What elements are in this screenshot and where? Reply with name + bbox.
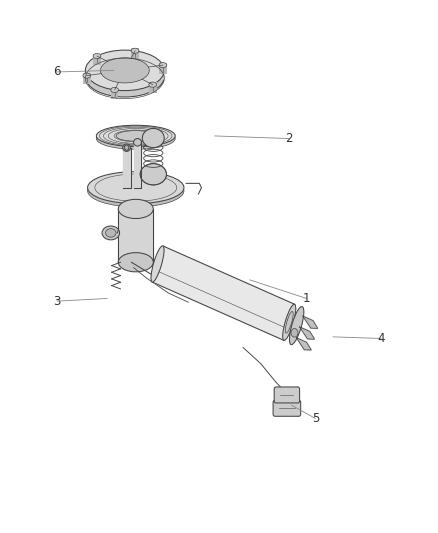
Ellipse shape (85, 56, 164, 97)
Ellipse shape (118, 253, 153, 272)
Ellipse shape (93, 53, 101, 59)
Polygon shape (300, 327, 314, 339)
Polygon shape (118, 209, 153, 262)
Polygon shape (152, 246, 295, 341)
Polygon shape (134, 142, 141, 188)
Ellipse shape (124, 145, 129, 150)
Polygon shape (303, 316, 318, 328)
Ellipse shape (96, 128, 175, 149)
Polygon shape (85, 70, 88, 77)
Text: 4: 4 (377, 332, 385, 345)
FancyBboxPatch shape (273, 400, 301, 416)
Ellipse shape (118, 199, 153, 219)
Polygon shape (123, 148, 131, 188)
FancyBboxPatch shape (274, 387, 300, 403)
Ellipse shape (291, 328, 298, 337)
Ellipse shape (283, 304, 296, 341)
Ellipse shape (159, 62, 167, 68)
Ellipse shape (123, 144, 131, 151)
Ellipse shape (96, 125, 175, 147)
Ellipse shape (149, 82, 156, 87)
Ellipse shape (88, 172, 184, 204)
Polygon shape (85, 68, 125, 79)
Polygon shape (149, 82, 156, 93)
Ellipse shape (290, 306, 304, 345)
Ellipse shape (116, 131, 155, 141)
Ellipse shape (285, 311, 293, 333)
Ellipse shape (85, 50, 164, 91)
Polygon shape (159, 63, 167, 74)
Ellipse shape (102, 226, 120, 240)
Text: 2: 2 (285, 132, 293, 145)
Text: 3: 3 (53, 295, 60, 308)
Polygon shape (162, 70, 164, 77)
Ellipse shape (83, 73, 91, 78)
Polygon shape (93, 54, 101, 65)
Ellipse shape (140, 164, 166, 185)
Polygon shape (111, 87, 119, 99)
Ellipse shape (106, 229, 116, 237)
Text: 6: 6 (53, 66, 61, 78)
Polygon shape (296, 338, 311, 350)
Ellipse shape (151, 246, 164, 282)
Polygon shape (131, 49, 139, 60)
Text: 1: 1 (303, 292, 311, 305)
Ellipse shape (88, 175, 184, 207)
Ellipse shape (100, 58, 149, 83)
Ellipse shape (111, 87, 119, 93)
Ellipse shape (131, 48, 139, 53)
Polygon shape (125, 68, 164, 79)
Ellipse shape (142, 128, 164, 148)
Polygon shape (83, 73, 91, 84)
Ellipse shape (134, 139, 141, 146)
Text: 5: 5 (312, 412, 319, 425)
